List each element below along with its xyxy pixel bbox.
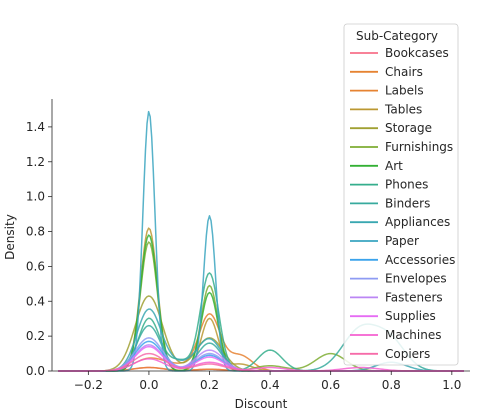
- x-tick-label: −0.2: [74, 378, 103, 392]
- legend-label-storage: Storage: [385, 121, 432, 135]
- y-tick-label: 1.4: [26, 120, 45, 134]
- legend-label-binders: Binders: [385, 196, 430, 210]
- legend-label-tables: Tables: [384, 102, 422, 116]
- y-tick-label: 0.4: [26, 294, 45, 308]
- x-tick-label: 1.0: [442, 378, 461, 392]
- legend-label-phones: Phones: [385, 178, 428, 192]
- y-tick-label: 0.6: [26, 259, 45, 273]
- legend-label-machines: Machines: [385, 328, 441, 342]
- legend-label-supplies: Supplies: [385, 309, 436, 323]
- x-tick-label: 0.8: [382, 378, 401, 392]
- legend-label-chairs: Chairs: [385, 65, 423, 79]
- legend: Sub-Category Bookcases Chairs Labels Tables…: [343, 23, 459, 366]
- legend-label-art: Art: [385, 159, 403, 173]
- legend-label-copiers: Copiers: [385, 347, 430, 361]
- x-tick-label: 0.0: [139, 378, 158, 392]
- legend-label-furnishings: Furnishings: [385, 140, 453, 154]
- legend-label-envelopes: Envelopes: [385, 272, 447, 286]
- legend-label-labels: Labels: [385, 84, 424, 98]
- legend-label-bookcases: Bookcases: [385, 46, 449, 60]
- y-tick-label: 1.0: [26, 190, 45, 204]
- legend-label-appliances: Appliances: [385, 215, 450, 229]
- legend-label-accessories: Accessories: [385, 253, 455, 267]
- y-tick-label: 0.0: [26, 364, 45, 378]
- y-tick-label: 0.8: [26, 225, 45, 239]
- x-axis-label: Discount: [235, 397, 288, 411]
- axis-spines: [51, 99, 470, 372]
- legend-label-fasteners: Fasteners: [385, 290, 443, 304]
- y-axis-label: Density: [3, 214, 17, 260]
- legend-title: Sub-Category: [356, 29, 438, 43]
- x-tick-label: 0.2: [200, 378, 219, 392]
- x-tick-label: 0.6: [321, 378, 340, 392]
- x-tick-label: 0.4: [261, 378, 280, 392]
- axis-ticks: −0.2 0.0 0.2 0.4 0.6 0.8 1.0 0.0 0.2 0.4 0.6 0.8 1.0…: [26, 120, 461, 392]
- legend-items: Bookcases Chairs Labels Tables Storage Furnis…: [350, 46, 455, 361]
- y-tick-label: 1.2: [26, 155, 45, 169]
- legend-label-paper: Paper: [385, 234, 419, 248]
- y-tick-label: 0.2: [26, 329, 45, 343]
